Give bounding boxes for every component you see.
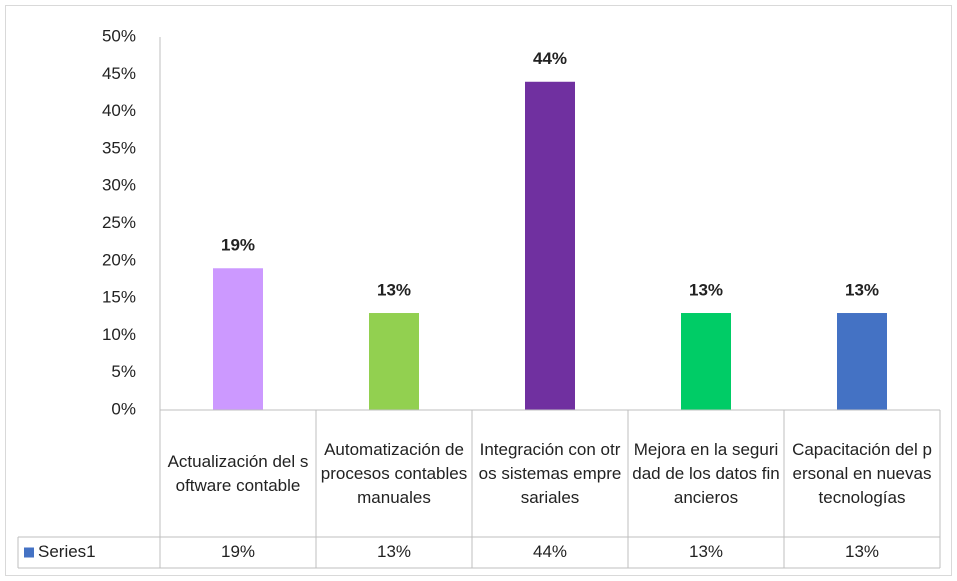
legend-key	[24, 547, 34, 558]
y-tick-label: 15%	[102, 288, 136, 307]
x-tick-label: Integración con otros sistemas empresari…	[478, 439, 622, 507]
data-label: 13%	[845, 281, 879, 300]
bar	[525, 81, 575, 410]
y-tick-label: 40%	[102, 101, 136, 120]
legend-label: Series1	[38, 542, 96, 561]
bar	[681, 313, 731, 410]
y-tick-label: 5%	[111, 362, 136, 381]
x-tick-label: Capacitación del personal en nuevas tecn…	[792, 439, 932, 507]
y-tick-label: 45%	[102, 64, 136, 83]
data-label: 13%	[689, 281, 723, 300]
table-cell: 19%	[221, 542, 255, 561]
y-tick-label: 50%	[102, 26, 136, 45]
bar	[213, 268, 263, 410]
table-cell: 13%	[845, 542, 879, 561]
bar	[837, 313, 887, 410]
data-label: 19%	[221, 236, 255, 255]
data-label: 44%	[533, 49, 567, 68]
x-tick-label: Automatización de procesos contables man…	[320, 439, 468, 507]
bar	[369, 313, 419, 410]
x-tick-label: Mejora en la seguridad de los datos fina…	[632, 439, 780, 507]
y-tick-label: 35%	[102, 138, 136, 157]
table-cell: 44%	[533, 542, 567, 561]
table-cell: 13%	[689, 542, 723, 561]
chart-border	[5, 5, 952, 576]
data-label: 13%	[377, 281, 411, 300]
x-tick-label: Actualización del software contable	[167, 451, 309, 495]
y-tick-label: 10%	[102, 325, 136, 344]
table-cell: 13%	[377, 542, 411, 561]
y-tick-label: 30%	[102, 176, 136, 195]
y-tick-label: 25%	[102, 213, 136, 232]
y-tick-label: 0%	[111, 399, 136, 418]
y-tick-label: 20%	[102, 250, 136, 269]
